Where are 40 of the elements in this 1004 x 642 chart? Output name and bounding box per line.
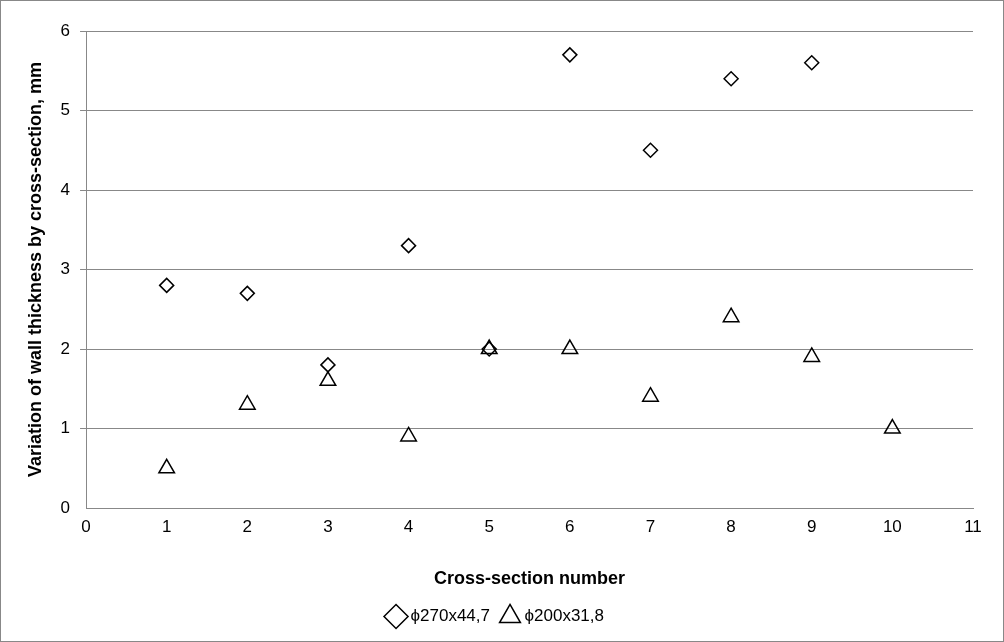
point [803, 347, 821, 363]
x-tick-label: 11 [964, 516, 982, 536]
point [319, 371, 337, 387]
point [561, 339, 579, 355]
point [400, 237, 417, 254]
x-tick-label: 6 [565, 516, 575, 536]
x-tick-label: 10 [882, 516, 902, 536]
point [320, 357, 336, 373]
point [158, 277, 175, 294]
point [723, 70, 739, 87]
point [238, 394, 256, 410]
x-axis-title: Cross-section number [434, 568, 626, 589]
point [239, 285, 256, 302]
point [400, 426, 418, 442]
y-axis-title: Variation of wall thickness by cross-section, mm [24, 61, 45, 478]
y-tick-label: 3 [60, 259, 71, 279]
x-tick-label: 8 [726, 516, 736, 536]
x-tick-label: 4 [403, 516, 414, 536]
x-tick-label: 5 [484, 516, 494, 536]
y-tick-label: 2 [60, 338, 71, 358]
y-tick-label: 5 [60, 100, 71, 120]
y-tick-label: 1 [60, 418, 71, 438]
y-tick-label: 4 [60, 179, 71, 199]
x-tick-label: 0 [81, 516, 91, 536]
point [641, 386, 660, 402]
point [883, 418, 901, 434]
x-tick-label: 2 [242, 516, 253, 536]
point [562, 47, 578, 63]
x-tick-label: 9 [807, 516, 817, 536]
point [803, 55, 820, 71]
y-tick-label: 0 [60, 497, 71, 517]
x-tick-label: 7 [645, 516, 656, 536]
point [158, 458, 176, 474]
x-tick-label: 3 [323, 516, 333, 536]
x-tick-label: 1 [161, 516, 172, 536]
y-tick-label: 6 [60, 20, 71, 40]
point [722, 307, 740, 323]
legend-label: ϕ270x44,7 [410, 606, 491, 626]
legend-label: ϕ200x31,8 [524, 606, 604, 626]
point [642, 142, 659, 158]
